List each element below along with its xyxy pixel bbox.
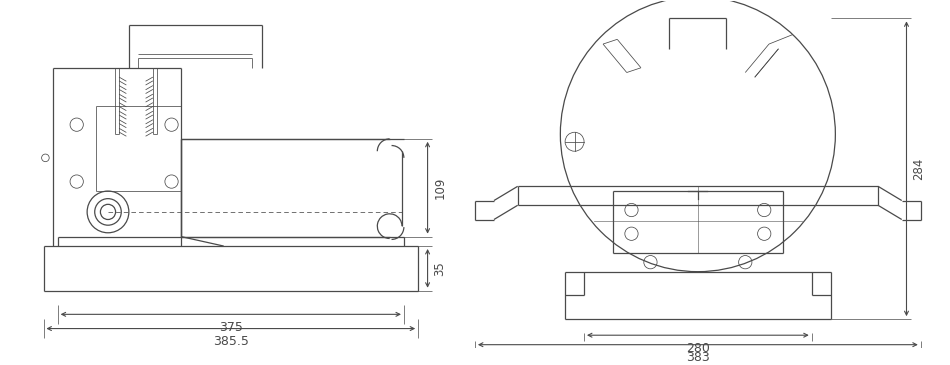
Text: 375: 375 [218, 321, 243, 334]
Text: 35: 35 [433, 261, 446, 276]
Text: 284: 284 [912, 158, 925, 180]
Text: 383: 383 [686, 351, 710, 364]
Text: 385.5: 385.5 [213, 335, 249, 348]
Text: 280: 280 [686, 342, 710, 355]
Text: 109: 109 [433, 177, 446, 199]
